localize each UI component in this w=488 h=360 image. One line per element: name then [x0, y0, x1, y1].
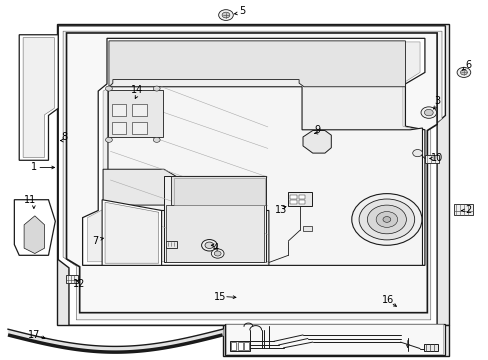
Polygon shape: [103, 169, 266, 205]
Polygon shape: [171, 176, 266, 205]
Polygon shape: [66, 33, 436, 313]
Bar: [132, 122, 147, 134]
Polygon shape: [24, 216, 44, 253]
Polygon shape: [57, 24, 448, 325]
Text: 11: 11: [24, 195, 36, 205]
Bar: [423, 344, 437, 351]
Bar: [299, 195, 305, 199]
Bar: [237, 342, 242, 350]
Bar: [231, 342, 236, 350]
Text: 9: 9: [314, 125, 320, 135]
Polygon shape: [224, 324, 445, 355]
Text: 13: 13: [274, 206, 286, 216]
Circle shape: [105, 86, 112, 91]
Text: 6: 6: [465, 60, 471, 70]
Bar: [424, 155, 438, 163]
Polygon shape: [108, 87, 422, 265]
Bar: [112, 122, 126, 134]
Polygon shape: [163, 176, 266, 262]
Polygon shape: [225, 324, 443, 354]
Text: 10: 10: [430, 153, 442, 163]
Bar: [132, 104, 147, 116]
Polygon shape: [105, 202, 158, 263]
Bar: [65, 275, 78, 283]
Polygon shape: [102, 200, 161, 265]
Circle shape: [211, 249, 224, 258]
Circle shape: [358, 199, 414, 240]
Bar: [112, 104, 126, 116]
Polygon shape: [108, 90, 162, 137]
Bar: [288, 192, 311, 206]
Circle shape: [460, 70, 467, 75]
Text: 4: 4: [212, 243, 218, 253]
Bar: [453, 204, 472, 215]
Circle shape: [366, 205, 406, 234]
Circle shape: [382, 217, 390, 222]
Text: 16: 16: [382, 295, 394, 305]
Polygon shape: [109, 41, 405, 87]
Circle shape: [105, 137, 112, 142]
Circle shape: [153, 137, 160, 142]
Circle shape: [204, 242, 213, 248]
Circle shape: [456, 67, 470, 77]
Text: 14: 14: [131, 85, 143, 95]
Circle shape: [153, 86, 160, 91]
Text: 17: 17: [28, 330, 40, 340]
Circle shape: [218, 10, 233, 21]
Bar: [165, 241, 177, 248]
Polygon shape: [63, 31, 441, 320]
Circle shape: [424, 109, 432, 116]
Polygon shape: [303, 131, 330, 153]
Polygon shape: [19, 35, 58, 160]
Polygon shape: [82, 39, 424, 265]
Polygon shape: [166, 205, 264, 262]
Circle shape: [201, 239, 217, 251]
Text: 1: 1: [31, 162, 37, 172]
Text: 15: 15: [213, 292, 226, 302]
Polygon shape: [222, 325, 448, 356]
Bar: [303, 226, 311, 231]
Circle shape: [351, 194, 421, 245]
Polygon shape: [87, 42, 419, 262]
Polygon shape: [58, 26, 445, 325]
Circle shape: [412, 149, 422, 157]
Text: 8: 8: [61, 132, 67, 142]
Text: 3: 3: [433, 96, 439, 106]
Bar: [290, 201, 296, 204]
Text: 5: 5: [239, 6, 244, 17]
Bar: [229, 341, 250, 351]
Circle shape: [214, 251, 221, 256]
Bar: [244, 342, 248, 350]
Text: 12: 12: [72, 279, 85, 289]
Text: 2: 2: [465, 206, 471, 216]
Bar: [299, 201, 305, 204]
Circle shape: [420, 107, 436, 118]
Polygon shape: [14, 200, 55, 255]
Circle shape: [222, 12, 229, 18]
Bar: [290, 195, 296, 199]
Circle shape: [375, 212, 397, 227]
Polygon shape: [23, 38, 54, 157]
Polygon shape: [173, 178, 264, 205]
Text: 7: 7: [92, 236, 99, 246]
